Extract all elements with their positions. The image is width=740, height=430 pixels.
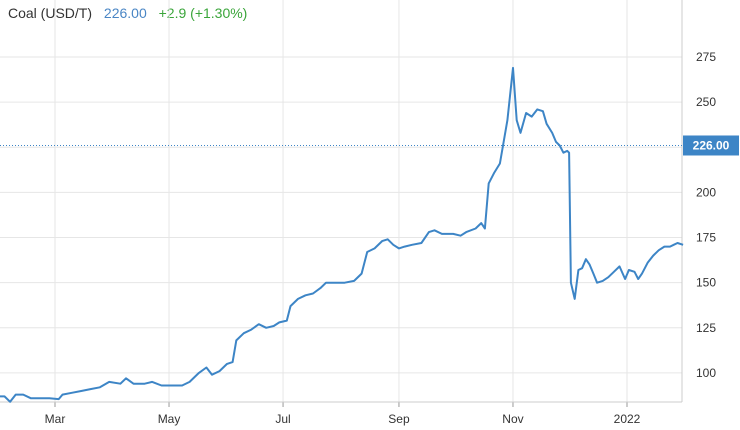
price-change: +2.9 (+1.30%) [158, 5, 248, 21]
instrument-title: Coal (USD/T) [8, 5, 93, 21]
x-tick-label: Jul [275, 412, 290, 426]
last-price: 226.00 [103, 5, 147, 21]
x-tick-label: Sep [388, 412, 410, 426]
y-tick-label: 250 [696, 95, 716, 109]
y-tick-label: 175 [696, 231, 716, 245]
last-value-badge [683, 135, 739, 156]
y-tick-label: 275 [696, 50, 716, 64]
y-tick-label: 125 [696, 321, 716, 335]
x-tick-label: Mar [45, 412, 66, 426]
x-tick-label: Nov [502, 412, 523, 426]
series-line [0, 66, 684, 403]
y-tick-label: 100 [696, 366, 716, 380]
y-tick-label: 200 [696, 185, 716, 199]
y-tick-label: 150 [696, 276, 716, 290]
chart-header: Coal (USD/T) 226.00 +2.9 (+1.30%) [8, 5, 255, 21]
x-tick-label: 2022 [614, 412, 641, 426]
x-tick-label: May [158, 412, 181, 426]
last-value-label: 226.00 [693, 138, 730, 152]
